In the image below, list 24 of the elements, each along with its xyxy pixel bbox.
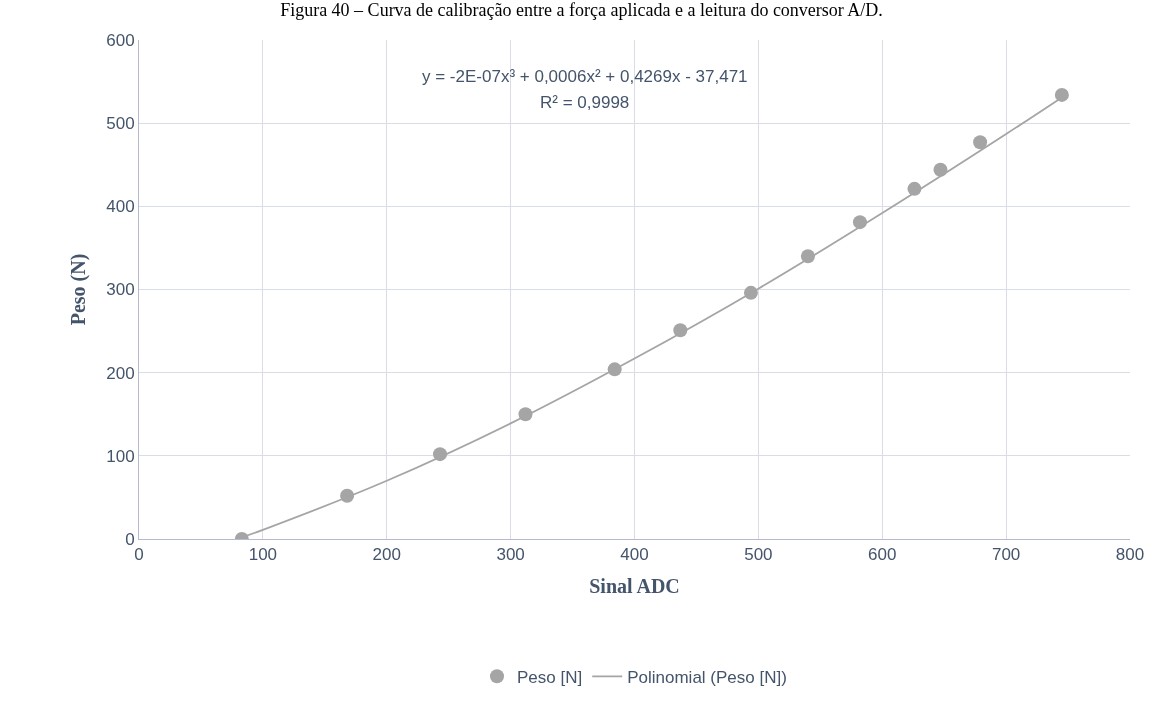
x-tick-label: 600: [868, 545, 897, 565]
x-tick-label: 300: [496, 545, 525, 565]
x-axis-title: Sinal ADC: [589, 574, 680, 597]
chart-title: Figura 40 – Curva de calibração entre a força aplicada e a leitura do conversor A/D.: [280, 0, 883, 21]
annotation: y = -2E-07x³ + 0,0006x² + 0,4269x - 37,471: [422, 67, 748, 86]
y-tick-label: 500: [106, 114, 135, 134]
y-tick-label: 400: [106, 197, 135, 217]
x-tick-label: 500: [744, 545, 773, 565]
x-tick-label: 800: [1115, 545, 1145, 565]
x-tick-label: 200: [372, 545, 401, 565]
annotation: R² = 0,9998: [540, 93, 630, 112]
point: [973, 135, 988, 150]
legend-label: Peso [N]: [517, 667, 583, 687]
x-tick-label: 100: [248, 545, 278, 565]
y-tick-label: 600: [106, 30, 135, 50]
y-tick-label: 200: [106, 363, 135, 383]
y-tick-label: 0: [125, 529, 135, 549]
legend-label: Polinomial (Peso [N]): [627, 667, 787, 687]
x-tick-label: 400: [620, 545, 649, 565]
x-tick-label: 700: [991, 545, 1021, 565]
y-tick-label: 100: [106, 446, 135, 466]
point: [1054, 87, 1069, 102]
y-axis-title: Peso (N): [66, 253, 90, 326]
y-tick-label: 300: [106, 280, 135, 300]
